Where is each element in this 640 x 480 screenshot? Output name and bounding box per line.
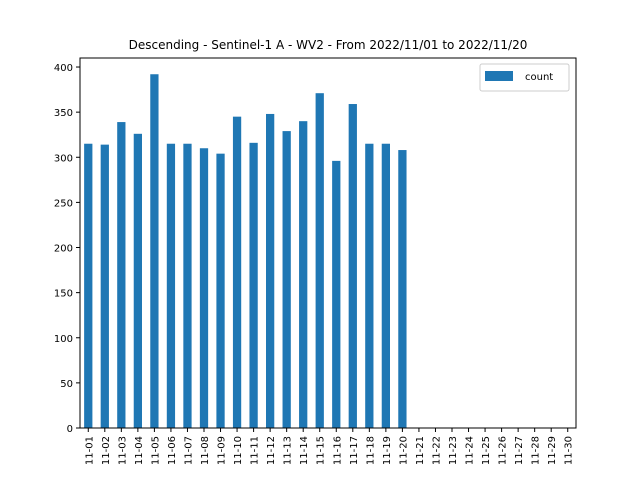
x-tick-label: 11-18 — [365, 436, 376, 465]
bar-11-02 — [100, 144, 109, 428]
y-tick-label: 0 — [67, 424, 73, 435]
x-tick-label: 11-08 — [200, 436, 211, 465]
x-tick-label: 11-12 — [266, 436, 277, 465]
x-tick-label: 11-29 — [547, 436, 558, 465]
bar-11-03 — [117, 122, 126, 428]
y-tick-label: 200 — [54, 244, 73, 255]
x-tick-label: 11-10 — [233, 436, 244, 465]
x-tick-label: 11-17 — [349, 436, 360, 465]
y-tick-label: 350 — [54, 108, 73, 119]
x-axis: 11-01 11-02 11-03 11-04 11-05 11-06 11-07 11-08… — [84, 428, 575, 465]
bar-11-12 — [266, 113, 275, 428]
x-tick-label: 11-23 — [448, 436, 459, 465]
bar-11-15 — [315, 93, 324, 428]
legend: count — [479, 63, 570, 92]
bar-11-07 — [183, 143, 192, 429]
y-axis: 0 50 100 150 200 250 300 350 400 — [54, 63, 80, 435]
bar-11-06 — [166, 143, 176, 429]
legend-label: count — [525, 72, 553, 83]
x-tick-label: 11-06 — [167, 436, 178, 465]
x-tick-label: 11-30 — [564, 436, 575, 465]
bar-11-13 — [282, 131, 291, 428]
chart-title: Descending - Sentinel-1 A - WV2 - From 2… — [129, 38, 528, 52]
x-tick-label: 11-09 — [217, 436, 228, 465]
x-tick-label: 11-15 — [316, 436, 327, 465]
bar-11-16 — [332, 160, 341, 428]
bars-group — [84, 74, 407, 429]
legend-frame — [479, 63, 570, 92]
y-tick-label: 250 — [54, 198, 73, 209]
bar-11-19 — [381, 143, 390, 429]
bar-11-04 — [133, 133, 142, 428]
bar-11-14 — [299, 121, 308, 429]
bar-11-08 — [199, 148, 209, 428]
bar-11-17 — [348, 104, 357, 429]
x-tick-label: 11-28 — [531, 436, 542, 465]
x-tick-label: 11-04 — [134, 436, 145, 465]
y-tick-label: 400 — [54, 63, 73, 74]
y-tick-label: 50 — [60, 379, 73, 390]
bar-11-20 — [398, 150, 407, 429]
bar-11-05 — [150, 74, 159, 429]
bar-11-18 — [365, 143, 374, 429]
x-tick-label: 11-02 — [101, 436, 112, 465]
x-tick-label: 11-07 — [183, 436, 194, 465]
legend-swatch — [485, 71, 513, 81]
x-tick-label: 11-26 — [498, 436, 509, 465]
bar-11-10 — [232, 116, 242, 428]
x-tick-label: 11-25 — [481, 436, 492, 465]
x-tick-label: 11-19 — [382, 436, 393, 465]
x-tick-label: 11-01 — [84, 436, 95, 465]
x-tick-label: 11-27 — [514, 436, 525, 465]
x-tick-label: 11-14 — [299, 436, 310, 465]
x-tick-label: 11-20 — [398, 436, 409, 465]
x-tick-label: 11-11 — [250, 436, 261, 465]
bar-11-09 — [216, 153, 225, 428]
x-tick-label: 11-24 — [465, 436, 476, 465]
x-tick-label: 11-03 — [117, 436, 128, 465]
bar-11-11 — [249, 142, 258, 428]
x-tick-label: 11-05 — [150, 436, 161, 465]
y-tick-label: 300 — [54, 153, 73, 164]
y-tick-label: 150 — [54, 289, 73, 300]
y-tick-label: 100 — [54, 334, 73, 345]
x-tick-label: 11-13 — [283, 436, 294, 465]
x-tick-label: 11-22 — [431, 436, 442, 465]
x-tick-label: 11-16 — [332, 436, 343, 465]
plot-frame — [79, 57, 577, 429]
bar-11-01 — [84, 143, 93, 429]
x-tick-label: 11-21 — [415, 436, 426, 465]
